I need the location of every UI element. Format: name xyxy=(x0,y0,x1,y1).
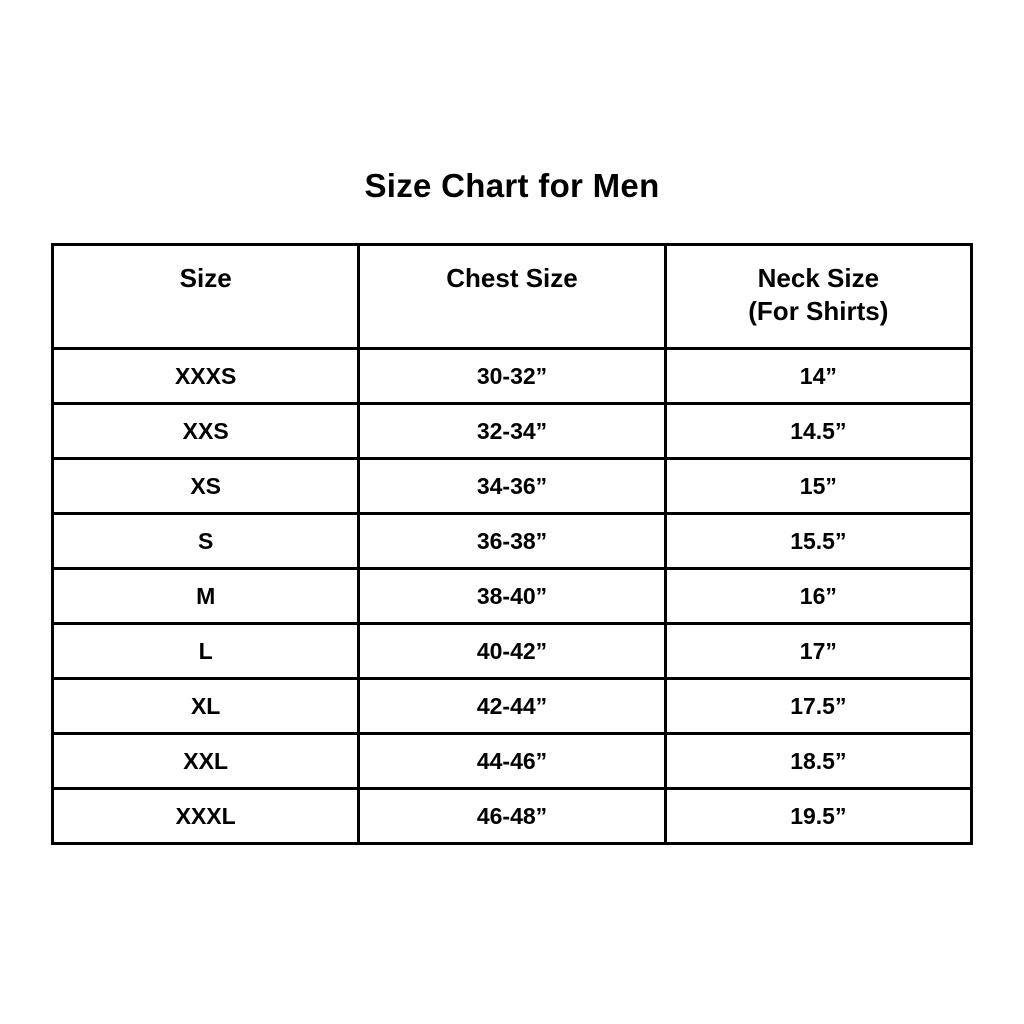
size-cell: XXXS xyxy=(50,347,361,405)
table-row: XXXS 30-32” 14” xyxy=(50,347,974,405)
neck-size-cell: 14.5” xyxy=(663,402,974,460)
size-cell: S xyxy=(50,512,361,570)
neck-size-cell: 15.5” xyxy=(663,512,974,570)
table-row: XL 42-44” 17.5” xyxy=(50,677,974,735)
neck-size-cell: 17.5” xyxy=(663,677,974,735)
table-row: XXXL 46-48” 19.5” xyxy=(50,787,974,845)
table-row: S 36-38” 15.5” xyxy=(50,512,974,570)
column-header-chest-size: Chest Size xyxy=(357,243,667,350)
table-row: L 40-42” 17” xyxy=(50,622,974,680)
neck-size-cell: 15” xyxy=(663,457,974,515)
chest-size-cell: 30-32” xyxy=(357,347,667,405)
column-header-neck-size-label: Neck Size xyxy=(757,263,880,293)
table-row: XXL 44-46” 18.5” xyxy=(50,732,974,790)
chest-size-cell: 36-38” xyxy=(357,512,667,570)
table-header: Size Chest Size Neck Size (For Shirts) xyxy=(50,243,974,350)
table-row: XS 34-36” 15” xyxy=(50,457,974,515)
neck-size-cell: 18.5” xyxy=(663,732,974,790)
size-cell: XXS xyxy=(50,402,361,460)
column-header-neck-size-sublabel: (For Shirts) xyxy=(748,295,889,326)
size-cell: XXXL xyxy=(50,787,361,845)
table-row: XXS 32-34” 14.5” xyxy=(50,402,974,460)
column-header-size-label: Size xyxy=(179,263,232,293)
column-header-chest-size-label: Chest Size xyxy=(446,263,578,293)
neck-size-cell: 17” xyxy=(663,622,974,680)
chest-size-cell: 44-46” xyxy=(357,732,667,790)
chest-size-cell: 34-36” xyxy=(357,457,667,515)
page-title: Size Chart for Men xyxy=(364,167,660,204)
neck-size-cell: 16” xyxy=(663,567,974,625)
header-row: Size Chest Size Neck Size (For Shirts) xyxy=(50,243,974,350)
chest-size-cell: 40-42” xyxy=(357,622,667,680)
size-cell: XXL xyxy=(50,732,361,790)
column-header-neck-size: Neck Size (For Shirts) xyxy=(663,243,974,350)
chest-size-cell: 38-40” xyxy=(357,567,667,625)
table-row: M 38-40” 16” xyxy=(50,567,974,625)
size-cell: M xyxy=(50,567,361,625)
chest-size-cell: 32-34” xyxy=(357,402,667,460)
size-cell: L xyxy=(50,622,361,680)
size-cell: XS xyxy=(50,457,361,515)
size-table-body: XXXS 30-32” 14” XXS 32-34” 14.5” XS 34-36” 15” S 3… xyxy=(50,347,974,845)
neck-size-cell: 19.5” xyxy=(663,787,974,845)
neck-size-cell: 14” xyxy=(663,347,974,405)
size-cell: XL xyxy=(50,677,361,735)
size-chart-table: Size Chest Size Neck Size (For Shirts) X… xyxy=(50,243,974,845)
column-header-size: Size xyxy=(50,243,361,350)
chest-size-cell: 46-48” xyxy=(357,787,667,845)
chest-size-cell: 42-44” xyxy=(357,677,667,735)
